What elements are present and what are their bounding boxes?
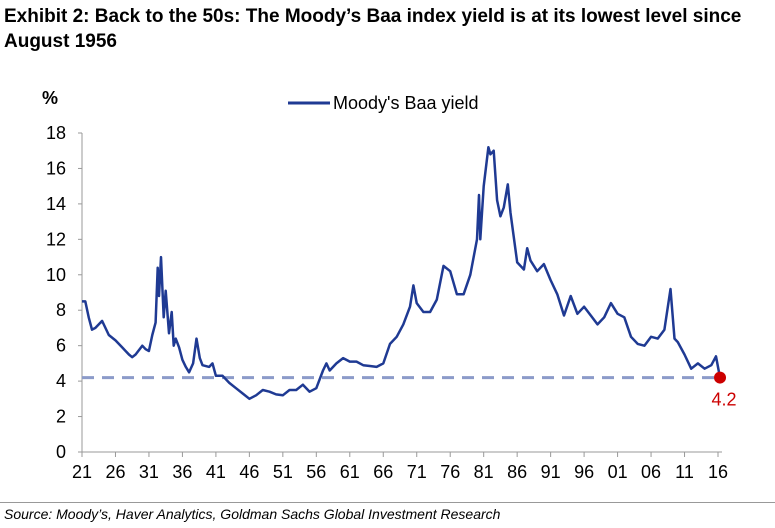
legend-label: Moody's Baa yield (333, 93, 479, 113)
series-line-moodys-baa-yield (82, 145, 722, 401)
chart-title: Exhibit 2: Back to the 50s: The Moody’s … (4, 6, 742, 52)
latest-value-marker (714, 371, 727, 384)
x-tick-label: 41 (206, 462, 226, 482)
x-tick-label: 11 (675, 462, 694, 482)
y-tick-label: 4 (56, 371, 66, 391)
x-tick-label: 76 (440, 462, 460, 482)
y-tick-label: 10 (46, 265, 66, 285)
x-tick-label: 56 (306, 462, 326, 482)
x-tick-label: 21 (72, 462, 92, 482)
x-tick-label: 86 (507, 462, 527, 482)
x-tick-label: 71 (407, 462, 427, 482)
x-tick-label: 96 (574, 462, 594, 482)
x-tick-label: 61 (340, 462, 360, 482)
y-tick-label: 16 (46, 158, 66, 178)
x-tick-label: 81 (474, 462, 494, 482)
source-note: Source: Moody’s, Haver Analytics, Goldma… (4, 506, 501, 522)
y-tick-label: 2 (56, 407, 66, 427)
x-tick-label: 26 (105, 462, 125, 482)
x-tick-label: 91 (541, 462, 561, 482)
y-axis-unit-label: % (42, 88, 58, 108)
y-tick-label: 14 (46, 194, 66, 214)
latest-value-label: 4.2 (711, 390, 736, 410)
x-tick-label: 66 (373, 462, 393, 482)
y-tick-label: 8 (56, 300, 66, 320)
y-tick-label: 18 (46, 123, 66, 143)
x-tick-label: 51 (273, 462, 293, 482)
y-tick-label: 12 (46, 229, 66, 249)
x-tick-label: 06 (641, 462, 661, 482)
x-tick-label: 31 (139, 462, 159, 482)
y-tick-label: 0 (56, 442, 66, 462)
x-tick-label: 16 (708, 462, 728, 482)
x-tick-label: 36 (172, 462, 192, 482)
x-tick-label: 01 (608, 462, 628, 482)
x-tick-label: 46 (239, 462, 259, 482)
divider (0, 502, 775, 503)
y-tick-label: 6 (56, 336, 66, 356)
